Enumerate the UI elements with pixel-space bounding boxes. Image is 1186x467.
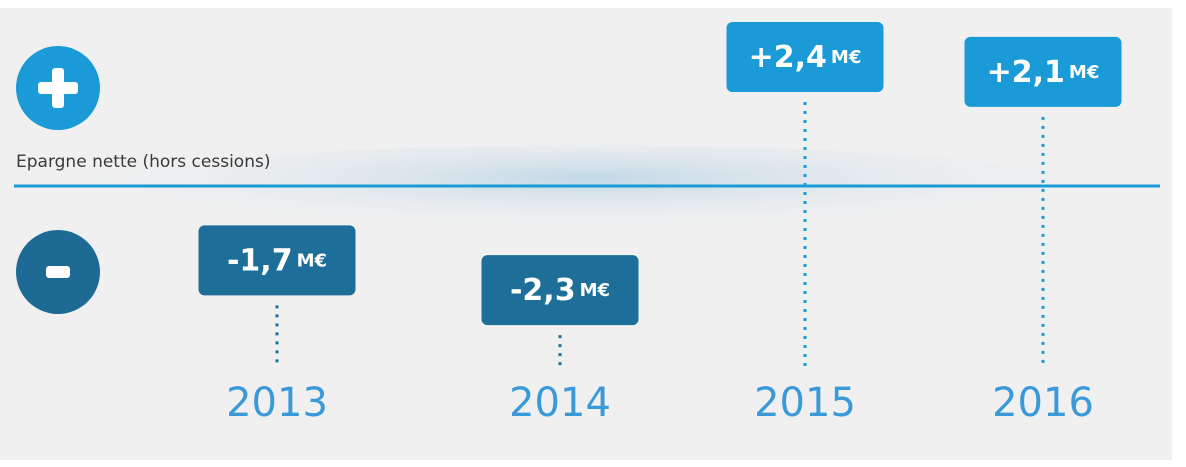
axis-label: Epargne nette (hors cessions) bbox=[16, 152, 270, 172]
value-number: +2,1 bbox=[987, 54, 1065, 89]
value-box bbox=[964, 36, 1122, 107]
value-number: -1,7 bbox=[227, 243, 293, 278]
value-box bbox=[481, 255, 639, 326]
value-unit: M€ bbox=[580, 280, 610, 301]
value-unit: M€ bbox=[297, 250, 327, 271]
year-label: 2016 bbox=[992, 380, 1094, 426]
value-number: -2,3 bbox=[510, 273, 576, 308]
value-label: -1,7 M€ bbox=[227, 243, 327, 278]
value-box bbox=[198, 225, 356, 296]
value-number: +2,4 bbox=[749, 39, 827, 74]
plus-icon-v bbox=[52, 68, 64, 108]
value-label: +2,4 M€ bbox=[749, 39, 862, 74]
year-label: 2015 bbox=[754, 380, 856, 426]
value-unit: M€ bbox=[1069, 62, 1099, 83]
value-label: +2,1 M€ bbox=[987, 54, 1100, 89]
value-unit: M€ bbox=[831, 47, 861, 68]
value-label: -2,3 M€ bbox=[510, 273, 610, 308]
year-label: 2014 bbox=[509, 380, 611, 426]
year-label: 2013 bbox=[226, 380, 328, 426]
minus-icon-bar bbox=[46, 266, 70, 278]
value-box bbox=[726, 21, 884, 92]
